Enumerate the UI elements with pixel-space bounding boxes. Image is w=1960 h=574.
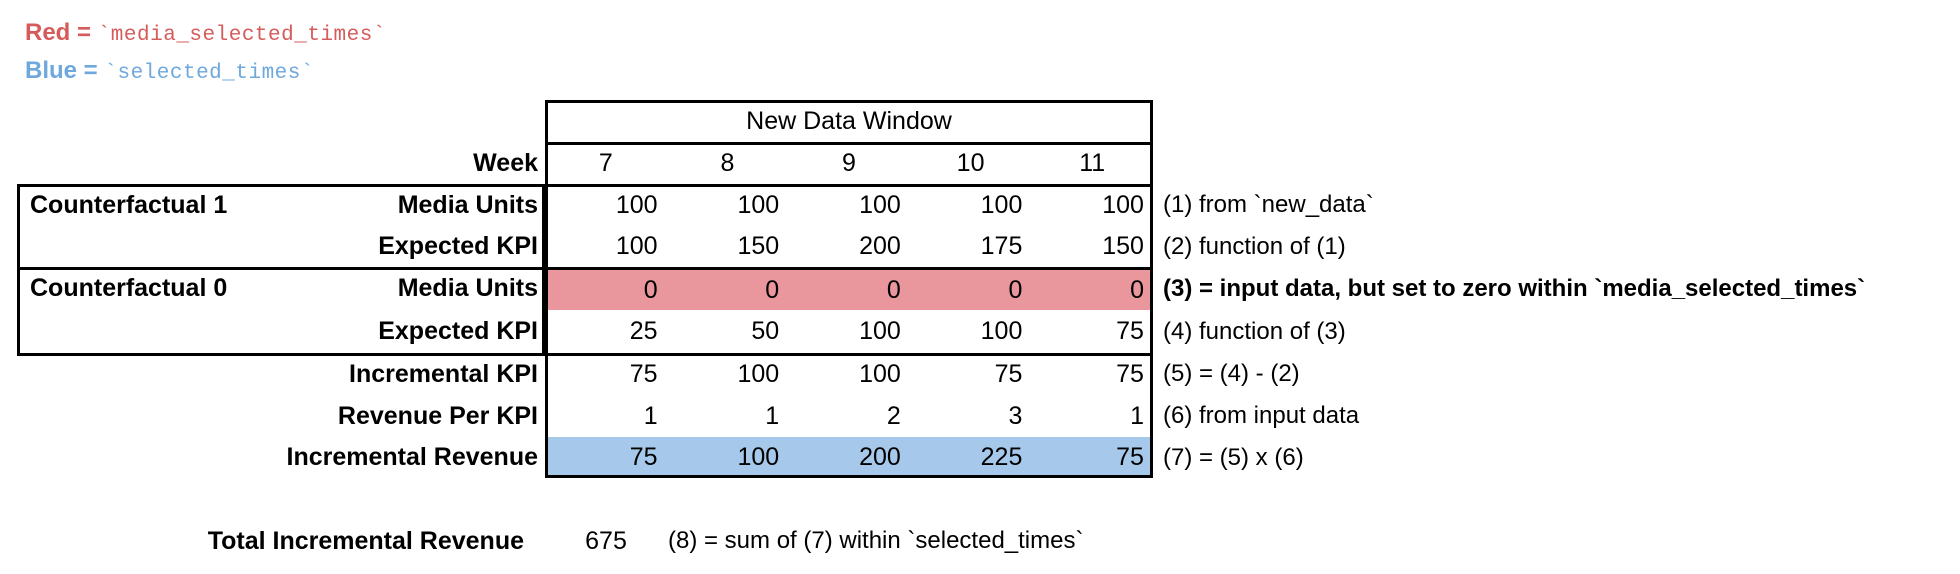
week-value: 9 — [842, 149, 856, 177]
cell-value: 200 — [859, 443, 901, 471]
cell-value: 100 — [980, 317, 1023, 345]
week-value: 10 — [956, 149, 985, 177]
cell-value: 75 — [1116, 360, 1144, 388]
cell-value: 1 — [1130, 402, 1144, 430]
grid-line-below-counterfactual0 — [545, 353, 1153, 356]
annotation-2: (2) function of (1) — [1163, 233, 1346, 260]
legend-red-line: Red = `media_selected_times` — [25, 14, 386, 52]
counterfactual0-box — [17, 267, 545, 356]
group-label-counterfactual0: Counterfactual 0 — [30, 274, 228, 302]
legend-red-code: `media_selected_times` — [97, 24, 386, 47]
cell-value: 1 — [765, 402, 780, 430]
cell-value: 100 — [737, 360, 780, 388]
week-value: 8 — [720, 149, 735, 177]
table-row-expected-kpi-cf1: 100 150 200 175 150 — [545, 226, 1153, 267]
row-label-media-units-cf0: Media Units — [397, 274, 538, 302]
cell-value: 150 — [737, 232, 780, 260]
window-header: New Data Window — [746, 107, 952, 135]
cell-value: 1 — [643, 402, 658, 430]
week-label: Week — [473, 149, 538, 177]
cell-value: 2 — [886, 402, 901, 430]
cell-value: 175 — [980, 232, 1023, 260]
cell-value: 75 — [1116, 443, 1144, 471]
total-incremental-revenue-label: Total Incremental Revenue — [207, 527, 524, 555]
cell-value: 225 — [980, 443, 1023, 471]
week-value: 7 — [598, 149, 613, 177]
cell-value: 50 — [751, 317, 780, 345]
cell-value: 25 — [629, 317, 658, 345]
cell-value: 100 — [1102, 191, 1144, 219]
cell-value: 100 — [859, 317, 901, 345]
cell-value: 75 — [629, 360, 658, 388]
legend-blue-code: `selected_times` — [104, 62, 314, 85]
table-row-revenue-per-kpi: 1 1 2 3 1 — [545, 395, 1153, 437]
row-label-expected-kpi-cf1: Expected KPI — [378, 232, 538, 260]
cell-value: 0 — [1130, 276, 1144, 304]
group-label-counterfactual1: Counterfactual 1 — [30, 191, 228, 219]
annotation-1: (1) from `new_data` — [1163, 191, 1374, 218]
row-label-incremental-revenue: Incremental Revenue — [286, 443, 539, 471]
cell-value: 100 — [980, 191, 1023, 219]
cell-value: 100 — [859, 360, 901, 388]
legend-red-label: Red = — [25, 19, 98, 46]
cell-value: 100 — [859, 191, 901, 219]
annotation-5: (5) = (4) - (2) — [1163, 360, 1300, 387]
row-label-expected-kpi-cf0: Expected KPI — [378, 317, 538, 345]
row-label-revenue-per-kpi: Revenue Per KPI — [337, 402, 538, 430]
annotation-6: (6) from input data — [1163, 402, 1360, 429]
legend-blue-line: Blue = `selected_times` — [25, 52, 386, 90]
cell-value: 75 — [629, 443, 658, 471]
table-row-media-units-cf0-highlighted-red: 0 0 0 0 0 — [545, 270, 1153, 310]
table-row-incremental-revenue-highlighted-blue: 75 100 200 225 75 — [545, 437, 1153, 478]
table-row-media-units-cf1: 100 100 100 100 100 — [545, 184, 1153, 226]
total-incremental-revenue-value: 675 — [585, 527, 627, 555]
annotation-4: (4) function of (3) — [1163, 318, 1346, 345]
week-row: 7 8 9 10 11 — [545, 142, 1153, 184]
annotation-3: (3) = input data, but set to zero within… — [1163, 275, 1866, 302]
cell-value: 3 — [1008, 402, 1023, 430]
row-label-media-units-cf1: Media Units — [397, 191, 538, 219]
table-row-incremental-kpi: 75 100 100 75 75 — [545, 353, 1153, 395]
week-value: 11 — [1079, 149, 1106, 177]
cell-value: 100 — [737, 191, 780, 219]
cell-value: 0 — [765, 276, 780, 304]
grid-line-below-window-header — [545, 142, 1153, 145]
cell-value: 100 — [615, 191, 658, 219]
cell-value: 100 — [615, 232, 658, 260]
grid-line-below-week-row — [545, 184, 1153, 187]
legend-blue-label: Blue = — [25, 57, 105, 84]
cell-value: 0 — [643, 276, 658, 304]
cell-value: 100 — [737, 443, 780, 471]
grid-line-between-counterfactuals — [545, 267, 1153, 270]
cell-value: 75 — [994, 360, 1023, 388]
cell-value: 200 — [859, 232, 901, 260]
cell-value: 150 — [1102, 232, 1144, 260]
annotation-7: (7) = (5) x (6) — [1163, 444, 1304, 471]
annotation-8: (8) = sum of (7) within `selected_times` — [668, 527, 1084, 554]
table-row-expected-kpi-cf0: 25 50 100 100 75 — [545, 310, 1153, 353]
data-grid: New Data Window 7 8 9 10 11 100 100 100 … — [545, 100, 1153, 478]
window-header-row: New Data Window — [545, 100, 1153, 142]
legend: Red = `media_selected_times` Blue = `sel… — [25, 14, 386, 90]
cell-value: 0 — [1008, 276, 1023, 304]
cell-value: 75 — [1116, 317, 1144, 345]
row-label-incremental-kpi: Incremental KPI — [349, 360, 538, 388]
cell-value: 0 — [886, 276, 901, 304]
